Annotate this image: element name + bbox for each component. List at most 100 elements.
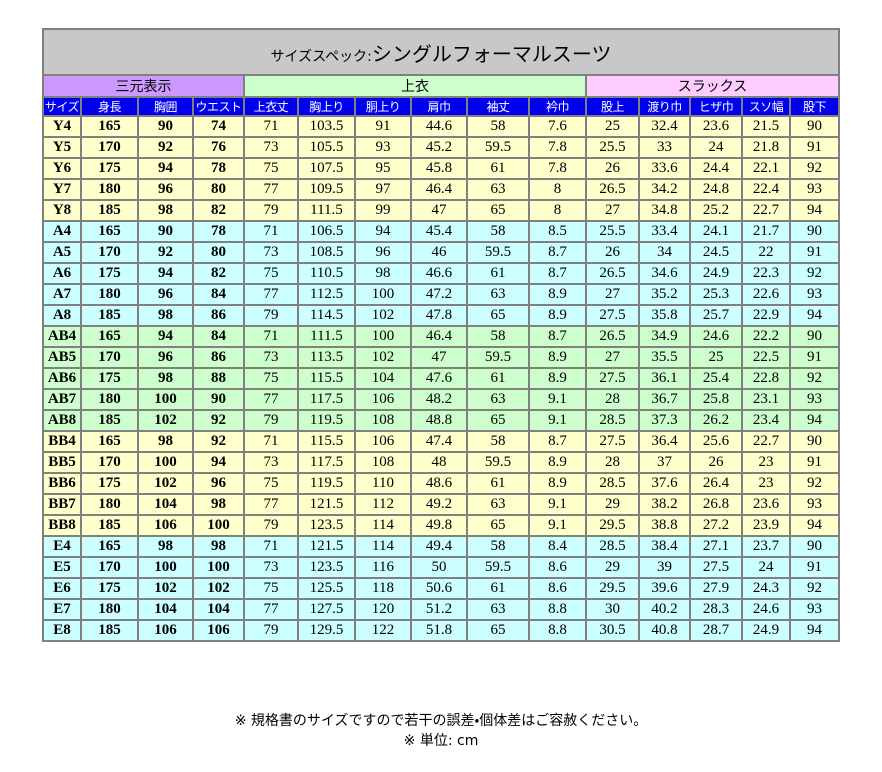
column-header: 袖丈: [466, 96, 530, 117]
value-cell: 24.9: [741, 619, 791, 642]
value-cell: 27.9: [689, 577, 743, 600]
value-cell: 185: [80, 304, 139, 327]
value-cell: 120: [354, 598, 412, 621]
value-cell: 25.7: [689, 304, 743, 327]
value-cell: 8.9: [528, 304, 587, 327]
value-cell: 59.5: [466, 451, 530, 474]
value-cell: 114: [354, 535, 412, 558]
value-cell: 108: [354, 409, 412, 432]
value-cell: 47.2: [410, 283, 468, 306]
value-cell: 22.2: [741, 325, 791, 348]
data-row: A8 185 98 86 79 114.5 102 47.8 65 8.9 27.5 35.8 25.7…: [42, 304, 841, 327]
value-cell: 96: [137, 283, 194, 306]
value-cell: 75: [243, 157, 299, 180]
value-cell: 92: [137, 241, 194, 264]
value-cell: 74: [192, 115, 245, 138]
value-cell: 170: [80, 451, 139, 474]
value-cell: 90: [788, 535, 841, 558]
value-cell: 94: [788, 304, 841, 327]
value-cell: 63: [466, 178, 530, 201]
value-cell: 92: [192, 430, 245, 453]
data-row: Y7 180 96 80 77 109.5 97 46.4 63 8 26.5 34.2 24.8 22.…: [42, 178, 841, 201]
value-cell: 26: [585, 241, 640, 264]
value-cell: 117.5: [297, 451, 356, 474]
value-cell: 22.1: [741, 157, 791, 180]
value-cell: 98: [354, 262, 412, 285]
value-cell: 90: [788, 115, 841, 138]
value-cell: 23.9: [741, 514, 791, 537]
value-cell: 108.5: [297, 241, 356, 264]
value-cell: 86: [192, 346, 245, 369]
value-cell: 170: [80, 556, 139, 579]
value-cell: 58: [466, 535, 530, 558]
value-cell: 22.7: [741, 199, 791, 222]
value-cell: 100: [354, 325, 412, 348]
value-cell: 49.2: [410, 493, 468, 516]
value-cell: 104: [192, 598, 245, 621]
value-cell: 24.6: [741, 598, 791, 621]
value-cell: 39: [638, 556, 691, 579]
value-cell: 30: [585, 598, 640, 621]
group-header: 上衣: [243, 74, 587, 98]
value-cell: 100: [354, 283, 412, 306]
value-cell: 92: [137, 136, 194, 159]
value-cell: 115.5: [297, 430, 356, 453]
value-cell: 28.3: [689, 598, 743, 621]
table-body: サイズスペック:シングルフォーマルスーツ 三元表示 上衣 スラックス サイズ 身長 胸囲ウ…: [41, 28, 841, 642]
size-cell: E6: [42, 577, 82, 600]
value-cell: 94: [137, 157, 194, 180]
value-cell: 90: [137, 115, 194, 138]
size-cell: BB7: [42, 493, 82, 516]
size-cell: A6: [42, 262, 82, 285]
value-cell: 25.5: [585, 136, 640, 159]
value-cell: 61: [466, 157, 530, 180]
value-cell: 27.5: [585, 430, 640, 453]
value-cell: 84: [192, 283, 245, 306]
value-cell: 59.5: [466, 241, 530, 264]
data-row: A5 170 92 80 73 108.5 96 46 59.5 8.7 26 34 24.5 22 91: [42, 241, 841, 264]
value-cell: 34.8: [638, 199, 691, 222]
value-cell: 23.7: [741, 535, 791, 558]
group-header: スラックス: [584, 74, 841, 98]
value-cell: 24.1: [689, 220, 743, 243]
value-cell: 35.2: [638, 283, 691, 306]
value-cell: 98: [137, 304, 194, 327]
value-cell: 165: [80, 325, 139, 348]
value-cell: 100: [137, 556, 194, 579]
value-cell: 106: [192, 619, 245, 642]
value-cell: 28.5: [585, 472, 640, 495]
value-cell: 22.6: [741, 283, 791, 306]
value-cell: 114.5: [297, 304, 356, 327]
data-row: Y4 165 90 74 71 103.5 91 44.6 58 7.6 25 32.4 23.6 21.…: [42, 115, 841, 138]
data-row: BB4 165 98 92 71 115.5 106 47.4 58 8.7 27.5 36.4 25.…: [42, 430, 841, 453]
data-row: Y8 185 98 82 79 111.5 99 47 65 8 27 34.8 25.2 22.7 94: [42, 199, 841, 222]
value-cell: 25.2: [689, 199, 743, 222]
value-cell: 50.6: [410, 577, 468, 600]
value-cell: 91: [788, 136, 841, 159]
value-cell: 180: [80, 493, 139, 516]
value-cell: 90: [788, 325, 841, 348]
value-cell: 34.2: [638, 178, 691, 201]
value-cell: 104: [354, 367, 412, 390]
group-header: 三元表示: [42, 74, 245, 98]
value-cell: 47: [410, 346, 468, 369]
value-cell: 40.2: [638, 598, 691, 621]
value-cell: 112.5: [297, 283, 356, 306]
value-cell: 23: [741, 472, 791, 495]
size-cell: BB6: [42, 472, 82, 495]
value-cell: 93: [788, 178, 841, 201]
note: ※ 単位: cm: [403, 733, 479, 749]
value-cell: 104: [137, 598, 194, 621]
size-cell: AB4: [42, 325, 82, 348]
title-cell: サイズスペック:シングルフォーマルスーツ: [41, 28, 841, 76]
column-header: 股下: [788, 96, 841, 117]
value-cell: 65: [466, 619, 530, 642]
value-cell: 91: [788, 241, 841, 264]
value-cell: 71: [243, 535, 299, 558]
column-header: 渡り巾: [638, 96, 691, 117]
value-cell: 24.5: [689, 241, 743, 264]
data-row: A4 165 90 78 71 106.5 94 45.4 58 8.5 25.5 33.4 24.1 2…: [42, 220, 841, 243]
value-cell: 185: [80, 619, 139, 642]
value-cell: 180: [80, 178, 139, 201]
